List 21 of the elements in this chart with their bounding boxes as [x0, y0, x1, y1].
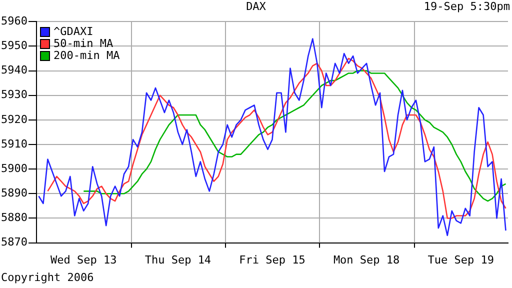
- y-tick-label: 5960: [0, 14, 28, 28]
- legend-label: ^GDAXI: [53, 24, 94, 38]
- chart-title: DAX: [246, 0, 266, 13]
- x-tick-label: Mon Sep 18: [333, 253, 400, 266]
- y-tick-label: 5880: [0, 211, 28, 224]
- y-tick-label: 5870: [0, 236, 28, 249]
- y-tick-label: 5930: [0, 88, 28, 102]
- text: Copyright 2006: [0, 270, 95, 286]
- legend-label: 50-min MA: [53, 36, 114, 50]
- y-tick-label: 5890: [0, 186, 28, 200]
- y-tick-label: 5940: [0, 64, 28, 77]
- chart-subtitle: 19-Sep 5:30pm: [424, 0, 510, 14]
- legend-label: 200-min MA: [53, 48, 120, 62]
- x-tick-label: Tue Sep 19: [428, 253, 494, 266]
- x-tick-label: Thu Sep 14: [144, 253, 212, 266]
- y-tick-label: 5900: [0, 162, 28, 175]
- y-tick-label: 5950: [0, 39, 28, 52]
- x-tick-label: Wed Sep 13: [50, 253, 117, 266]
- x-tick-label: Fri Sep 15: [239, 253, 306, 266]
- y-tick-label: 5920: [0, 112, 28, 126]
- y-tick-label: 5910: [0, 137, 28, 150]
